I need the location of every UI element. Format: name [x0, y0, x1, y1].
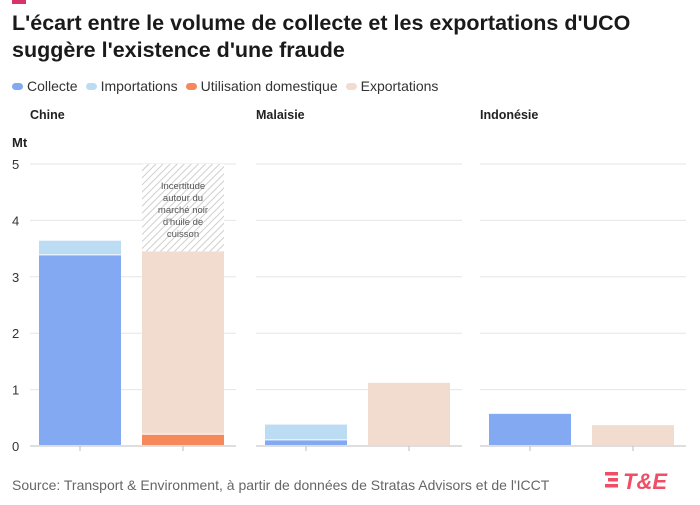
panel-title-3: Indonésie — [480, 108, 538, 122]
legend-swatch-utilisation — [185, 82, 197, 90]
bar-segment-exportations — [368, 382, 450, 445]
legend-swatch-importations — [85, 82, 97, 90]
y-axis-unit-label: Mt — [12, 135, 28, 150]
y-tick-label: 0 — [12, 439, 19, 454]
te-logo: T&E — [603, 465, 689, 495]
legend-swatch-collecte — [12, 82, 23, 90]
bar-segment-collecte — [39, 255, 121, 445]
bar-segment-utilisation — [142, 434, 224, 445]
legend-item-collecte: Collecte — [12, 78, 78, 94]
top-accent-bar — [12, 0, 26, 4]
bar-segment-exportations — [592, 425, 674, 445]
uncertainty-hatch — [142, 164, 224, 252]
uncertainty-annotation: Incertitude autour du marché noir d'huile d… — [158, 181, 208, 240]
y-tick-label: 5 — [12, 157, 19, 172]
bar-segment-exportations — [142, 251, 224, 434]
y-tick-label: 4 — [12, 213, 19, 228]
legend-item-exportations: Exportations — [345, 78, 439, 94]
legend-label-collecte: Collecte — [27, 78, 78, 94]
source-note: Source: Transport & Environment, à parti… — [12, 477, 550, 493]
y-tick-label: 2 — [12, 326, 19, 341]
panel-title-1: Chine — [30, 108, 65, 122]
y-tick-label: 1 — [12, 383, 19, 398]
te-logo-text: T&E — [623, 469, 668, 494]
legend-label-exportations: Exportations — [360, 78, 439, 94]
te-logo-mark: T&E — [605, 469, 668, 494]
bar-chart: Mt 0 1 2 3 4 5 Chine Incertitude autour du marché … — [12, 108, 686, 454]
legend-label-importations: Importations — [100, 78, 178, 94]
bar-segment-importations — [39, 240, 121, 255]
legend-label-utilisation: Utilisation domestique — [200, 78, 338, 94]
chart-title: L'écart entre le volume de collecte et l… — [12, 11, 631, 62]
legend-item-utilisation: Utilisation domestique — [185, 78, 338, 94]
legend: Collecte Importations Utilisation domest… — [12, 77, 446, 95]
y-tick-label: 3 — [12, 270, 19, 285]
bar-segment-importations — [265, 424, 347, 440]
legend-swatch-exportations — [345, 82, 357, 90]
panel-title-2: Malaisie — [256, 108, 305, 122]
bar-segment-collecte — [489, 413, 571, 445]
legend-item-importations: Importations — [85, 78, 178, 94]
bar-segment-collecte — [265, 440, 347, 445]
